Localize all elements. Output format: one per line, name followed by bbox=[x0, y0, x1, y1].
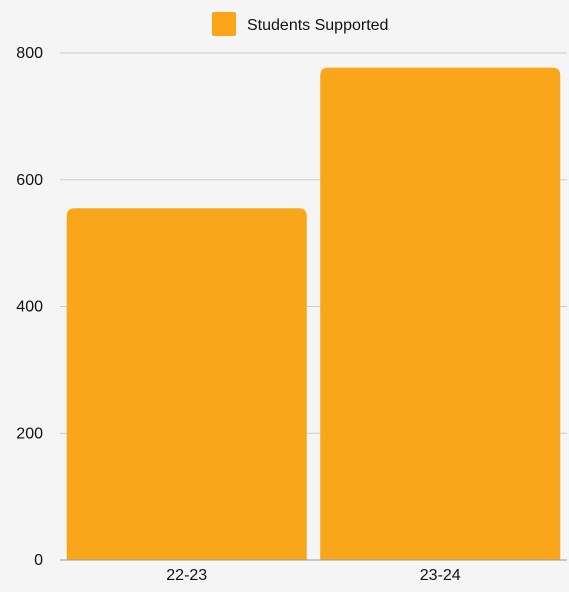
y-tick-label-600: 600 bbox=[16, 172, 43, 189]
axes: 0 200 400 600 800 22-23 23-24 bbox=[16, 45, 567, 584]
x-tick-label-23-24: 23-24 bbox=[420, 567, 461, 584]
bars bbox=[66, 67, 561, 561]
legend-label-students-supported: Students Supported bbox=[247, 17, 388, 34]
y-tick-label-400: 400 bbox=[16, 299, 43, 316]
legend: Students Supported bbox=[212, 12, 388, 36]
y-tick-label-200: 200 bbox=[16, 425, 43, 442]
bar-23-24 bbox=[320, 67, 561, 561]
y-tick-label-800: 800 bbox=[16, 45, 43, 62]
legend-swatch bbox=[212, 12, 236, 36]
bar-22-23 bbox=[66, 208, 307, 561]
x-tick-label-22-23: 22-23 bbox=[166, 567, 207, 584]
y-tick-label-0: 0 bbox=[34, 552, 43, 569]
